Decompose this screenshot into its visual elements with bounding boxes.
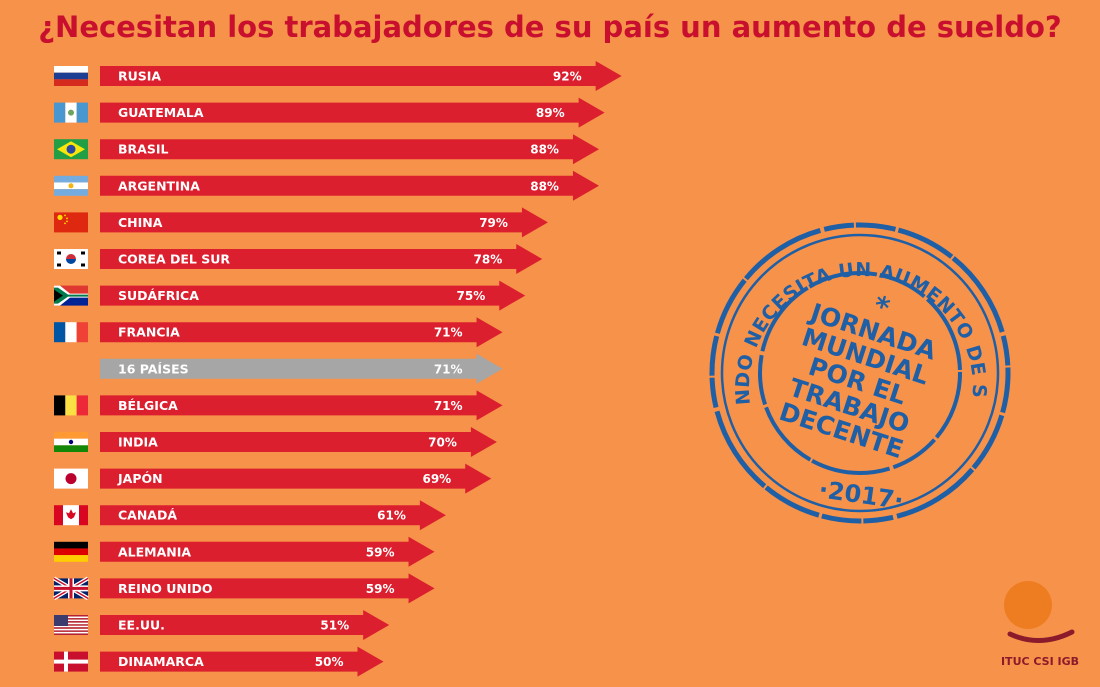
value-label-rusia: 92% [553,70,582,84]
value-label-china: 79% [479,216,508,230]
category-label-sudafrica: SUDÁFRICA [118,288,199,303]
category-label-ee-uu: EE.UU. [118,618,165,633]
category-label-16-paises: 16 PAÍSES [118,361,189,376]
value-label-dinamarca: 50% [315,655,344,669]
value-label-guatemala: 89% [536,106,565,120]
bar-chart: RUSIA 92% GUATEMALA 89% BRASIL 88% ARGENTINA 88… [52,61,622,677]
bar-japon [100,463,492,494]
bar-row-ee-uu: EE.UU. 51% [54,610,390,640]
south-africa-flag [54,285,88,306]
bar-guatemala [100,97,605,128]
belgium-flag [54,395,88,416]
logo-circle [1004,581,1052,629]
bar-alemania [100,536,435,567]
category-label-rusia: RUSIA [118,69,161,84]
bar-sudafrica [100,280,526,311]
argentina-flag [54,175,88,196]
bar-row-alemania: ALEMANIA 59% [54,536,435,567]
category-label-francia: FRANCIA [118,325,180,340]
bar-canada [100,500,446,531]
bar-brasil [100,134,599,165]
value-label-japon: 69% [422,472,451,486]
value-label-sudafrica: 75% [457,289,486,303]
value-label-belgica: 71% [434,399,463,413]
bar-row-dinamarca: DINAMARCA 50% [54,646,384,677]
value-label-corea-del-sur: 78% [474,253,503,267]
value-label-ee-uu: 51% [320,619,349,633]
bar-argentina [100,170,599,201]
category-label-canada: CANADÁ [118,508,177,523]
bar-row-corea-del-sur: COREA DEL SUR 78% [54,244,543,274]
bar-ee-uu [100,610,390,640]
category-label-belgica: BÉLGICA [118,398,178,413]
bar-row-brasil: BRASIL 88% [54,134,599,165]
bar-francia [100,317,503,348]
bar-belgica [100,390,503,421]
value-label-francia: 71% [434,326,463,340]
value-label-16-paises: 71% [434,362,463,376]
denmark-flag [54,651,88,672]
bar-row-reino-unido: REINO UNIDO 59% [52,573,435,604]
russia-flag [54,66,88,86]
category-label-argentina: ARGENTINA [118,178,200,193]
category-label-japon: JAPÓN [117,471,163,486]
logo-text: ITUC CSI IGB [1000,655,1080,668]
bar-row-francia: FRANCIA 71% [54,317,503,348]
category-label-brasil: BRASIL [118,142,168,157]
value-label-argentina: 88% [530,179,559,193]
bar-dinamarca [100,646,384,677]
bar-row-canada: CANADÁ 61% [54,500,446,531]
stamp-seal: EL MUNDO NECESITA UN AUMENTO DE SUELDO *… [700,218,1011,524]
bar-reino-unido [100,573,435,604]
bar-china [100,207,548,238]
bar-row-belgica: BÉLGICA 71% [54,390,503,421]
ituc-logo [1004,581,1075,644]
japan-flag [54,468,88,489]
bar-row-india: INDIA 70% [54,427,497,457]
india-flag [54,432,88,452]
bar-row-guatemala: GUATEMALA 89% [54,97,605,128]
canada-flag [54,505,88,526]
bar-row-sudafrica: SUDÁFRICA 75% [54,280,526,311]
brazil-flag [54,139,88,160]
category-label-corea-del-sur: COREA DEL SUR [118,252,230,267]
china-flag [54,212,88,233]
bar-corea-del-sur [100,244,543,274]
category-label-india: INDIA [118,435,158,450]
bar-row-16-paises: 16 PAÍSES 71% [100,353,503,384]
uk-flag [52,576,90,601]
south-korea-flag [54,249,88,269]
value-label-canada: 61% [377,509,406,523]
category-label-dinamarca: DINAMARCA [118,654,204,669]
value-label-alemania: 59% [366,545,395,559]
value-label-india: 70% [428,436,457,450]
category-label-china: CHINA [118,215,163,230]
bar-row-china: CHINA 79% [54,207,548,238]
bar-16-paises [100,353,503,384]
bar-india [100,427,497,457]
bar-row-argentina: ARGENTINA 88% [54,170,599,201]
bar-row-japon: JAPÓN 69% [54,463,492,494]
germany-flag [54,541,88,562]
usa-flag [54,615,88,635]
logo-smile [1007,629,1075,644]
category-label-alemania: ALEMANIA [118,544,191,559]
chart-title: ¿Necesitan los trabajadores de su país u… [38,10,1062,44]
category-label-guatemala: GUATEMALA [118,105,204,120]
value-label-brasil: 88% [530,143,559,157]
bar-rusia [100,61,622,91]
guatemala-flag [54,102,88,123]
category-label-reino-unido: REINO UNIDO [118,581,213,596]
france-flag [54,322,88,343]
value-label-reino-unido: 59% [366,582,395,596]
bar-row-rusia: RUSIA 92% [54,61,622,91]
